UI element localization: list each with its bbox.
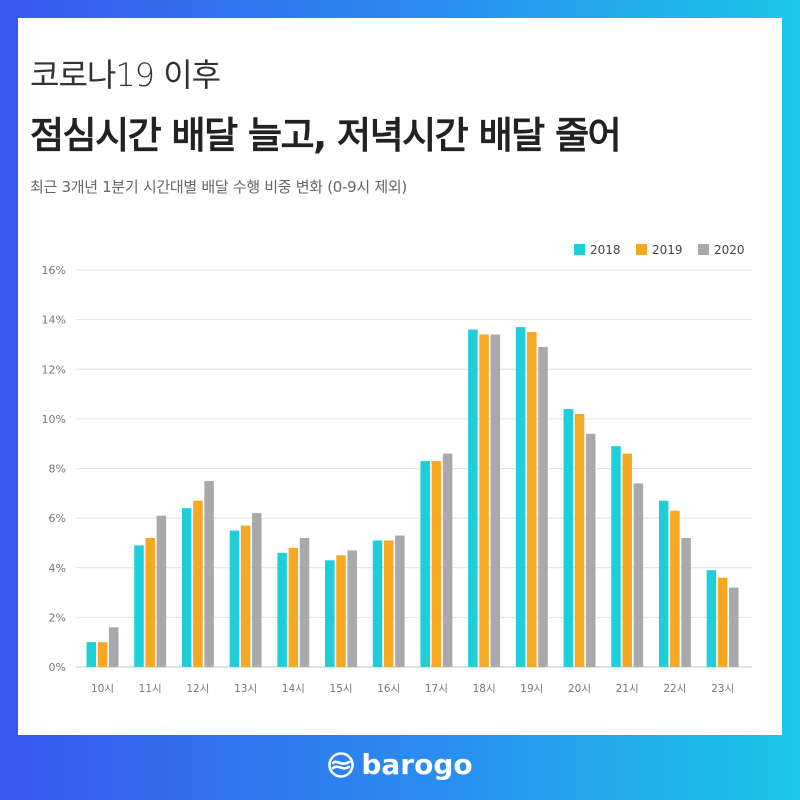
bar-2018-18시 — [468, 329, 478, 667]
bar-2019-18시 — [479, 334, 489, 667]
bar-2019-23시 — [717, 577, 728, 667]
x-tick-label: 11시 — [139, 683, 162, 695]
y-tick-label: 14% — [42, 314, 66, 327]
x-tick-label: 18시 — [473, 683, 496, 695]
bar-2019-21시 — [622, 453, 632, 667]
bar-2018-17시 — [420, 461, 430, 667]
bar-2018-13시 — [229, 530, 240, 667]
bar-2019-15시 — [336, 555, 346, 667]
bar-2019-20시 — [574, 413, 585, 667]
bar-2020-17시 — [442, 453, 453, 667]
y-tick-label: 6% — [49, 512, 66, 525]
y-tick-label: 2% — [49, 611, 66, 624]
bar-2019-19시 — [527, 332, 537, 667]
bar-2020-19시 — [538, 346, 548, 667]
bar-2018-14시 — [277, 552, 287, 667]
headline: 점심시간 배달 늘고, 저녁시간 배달 줄어 — [30, 105, 623, 159]
bar-2019-22시 — [670, 510, 680, 667]
bar-2018-22시 — [658, 500, 669, 667]
headline-part-4: 줄어 — [555, 114, 622, 157]
bar-2019-17시 — [431, 461, 442, 667]
bar-2019-16시 — [383, 540, 394, 667]
bar-2018-21시 — [611, 446, 621, 667]
bar-2020-18시 — [490, 334, 501, 667]
x-tick-label: 10시 — [91, 683, 114, 695]
x-tick-label: 16시 — [377, 683, 400, 695]
headline-highlight-decrease: 줄어 — [553, 105, 623, 159]
x-tick-label: 20시 — [568, 683, 591, 695]
bar-2019-10시 — [97, 642, 108, 667]
bar-2020-13시 — [252, 513, 262, 667]
legend-label-2019: 2019 — [652, 243, 683, 257]
bar-2020-16시 — [395, 535, 405, 667]
bar-2018-16시 — [372, 540, 383, 667]
bar-2020-20시 — [585, 433, 596, 667]
x-tick-label: 12시 — [186, 683, 209, 695]
bar-2020-15시 — [347, 550, 357, 667]
y-tick-label: 0% — [49, 661, 66, 674]
x-tick-label: 13시 — [234, 683, 257, 695]
x-tick-label: 23시 — [711, 683, 734, 695]
subtitle: 코로나19 이후 — [30, 56, 221, 94]
x-tick-label: 17시 — [425, 683, 448, 695]
brand-logo: barogo — [0, 748, 800, 781]
bar-2019-14시 — [288, 547, 299, 667]
barogo-logo-icon — [328, 751, 355, 778]
bar-2019-13시 — [240, 525, 251, 667]
bar-2018-20시 — [563, 408, 574, 667]
chart-description: 최근 3개년 1분기 시간대별 배달 수행 비중 변화 (0-9시 제외) — [30, 178, 407, 196]
y-tick-label: 12% — [42, 363, 66, 376]
y-tick-label: 8% — [49, 463, 66, 476]
x-tick-label: 14시 — [282, 683, 305, 695]
bar-2020-14시 — [299, 537, 310, 667]
x-tick-label: 21시 — [616, 683, 639, 695]
bar-2018-12시 — [181, 508, 192, 667]
bar-2020-10시 — [108, 627, 119, 667]
y-tick-label: 16% — [42, 264, 66, 277]
bar-2019-12시 — [193, 500, 203, 667]
bar-2019-11시 — [145, 537, 155, 667]
bar-2018-23시 — [706, 570, 717, 667]
legend-label-2020: 2020 — [714, 243, 745, 257]
bar-2020-23시 — [729, 587, 739, 667]
x-tick-label: 22시 — [663, 683, 686, 695]
legend-swatch-2020 — [698, 244, 709, 255]
y-tick-label: 10% — [42, 413, 66, 426]
bar-2020-22시 — [681, 537, 691, 667]
bar-2020-12시 — [204, 480, 214, 667]
headline-part-1: 점심시간 배달 — [30, 114, 249, 157]
headline-part-2: 늘고 — [248, 114, 315, 157]
logo-text: barogo — [361, 748, 473, 781]
bar-2018-10시 — [86, 642, 97, 667]
bar-2018-19시 — [515, 327, 526, 667]
x-tick-label: 15시 — [329, 683, 352, 695]
x-tick-label: 19시 — [520, 683, 543, 695]
bar-2018-15시 — [325, 560, 335, 667]
bar-2018-11시 — [134, 545, 144, 667]
bar-2020-11시 — [156, 515, 167, 667]
y-tick-label: 4% — [49, 562, 66, 575]
legend-swatch-2019 — [636, 244, 647, 255]
bar-2020-21시 — [633, 483, 644, 667]
legend-label-2018: 2018 — [590, 243, 621, 257]
headline-part-3: , 저녁시간 배달 — [313, 114, 556, 157]
legend-swatch-2018 — [574, 244, 585, 255]
headline-highlight-increase: 늘고 — [246, 105, 316, 159]
